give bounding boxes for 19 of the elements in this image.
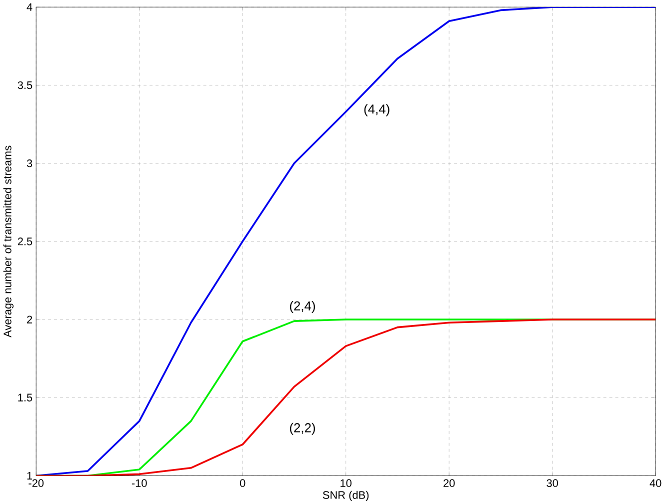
annotation: (2,2)	[290, 422, 315, 435]
y-axis-title: Average number of transmitted streams	[3, 146, 14, 338]
x-tick-label: 10	[340, 479, 352, 487]
y-tick-label: 3.5	[18, 81, 32, 89]
y-tick-label: 2.5	[18, 237, 32, 246]
y-tick-label: 2	[27, 316, 32, 324]
x-tick-label: 0	[240, 479, 246, 487]
x-axis-title: SNR (dB)	[322, 490, 369, 501]
annotation: (2,4)	[290, 300, 315, 313]
y-tick-label: 3	[26, 159, 32, 168]
y-tick-label: 4	[26, 3, 32, 11]
annotation: (4,4)	[364, 104, 390, 116]
x-tick-label: -20	[28, 479, 44, 487]
x-tick-label: 20	[444, 479, 455, 487]
x-tick-label: -10	[132, 479, 147, 487]
y-tick-label: 1.5	[18, 394, 32, 402]
x-tick-label: 30	[546, 479, 558, 487]
x-tick-label: 40	[650, 479, 662, 487]
y-tick-label: 1	[27, 472, 32, 480]
